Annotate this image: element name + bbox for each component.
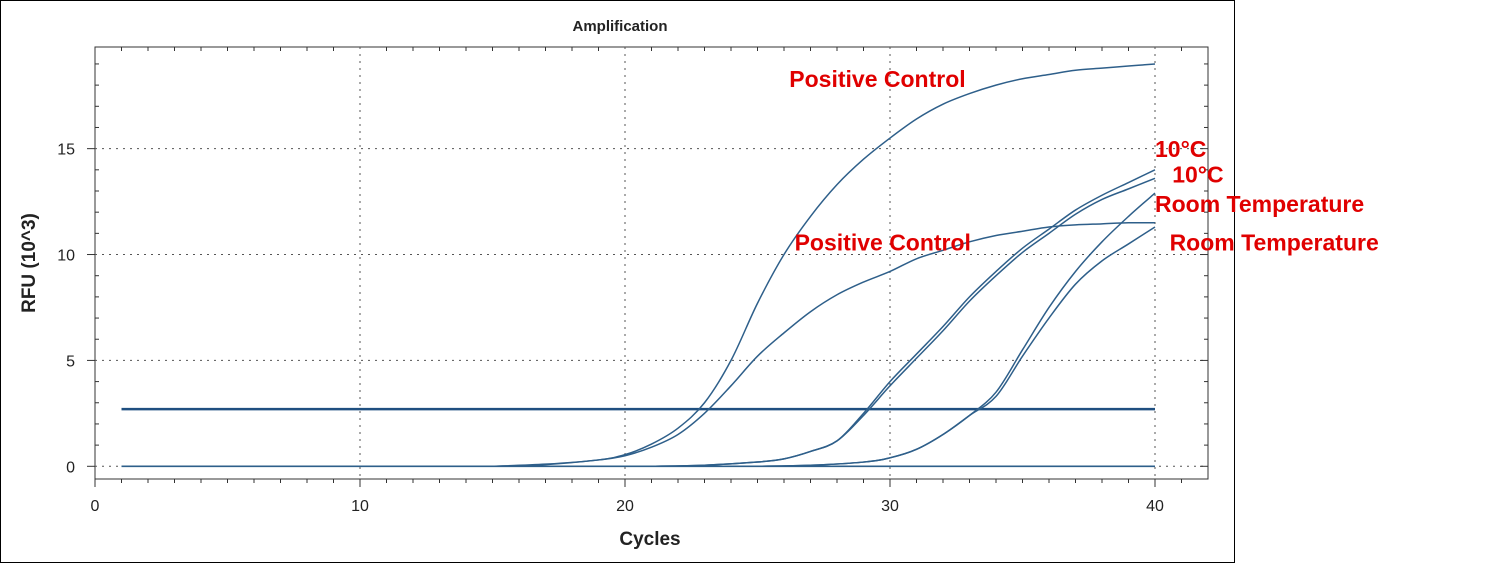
curve-annotation-6: Room Temperature	[1170, 229, 1379, 255]
y-tick-label: 0	[66, 459, 75, 476]
plot-border	[94, 46, 1209, 480]
x-tick-label: 0	[91, 498, 100, 515]
curve-annotation-4: 10°C	[1172, 162, 1223, 188]
y-tick-label: 15	[57, 142, 75, 159]
y-tick-label: 5	[66, 353, 75, 370]
y-tick-label: 10	[57, 248, 75, 265]
x-tick-label: 10	[351, 498, 369, 515]
x-tick-label: 30	[881, 498, 899, 515]
chart-frame: Amplification Cycles RFU (10^3) 0 10 20 30 4…	[0, 0, 1379, 563]
amplification-curve-4	[651, 177, 1156, 468]
plot-area: 0 10 20 30 40 0 5 10 15 Positive Control Positive …	[57, 46, 1379, 515]
curve-annotation-1: Positive Control	[789, 66, 965, 92]
x-axis-label: Cycles	[619, 529, 680, 550]
y-axis-label: RFU (10^3)	[19, 213, 40, 313]
amplification-curve-6	[757, 226, 1156, 468]
x-tick-label: 40	[1146, 498, 1164, 515]
amplification-curve-2	[492, 221, 1156, 468]
x-tick-label: 20	[616, 498, 634, 515]
amplification-curve-1	[492, 63, 1156, 468]
curve-annotation-5: Room Temperature	[1155, 191, 1364, 217]
chart-title: Amplification	[572, 18, 667, 35]
amplification-curve-3	[651, 169, 1156, 468]
curve-annotation-2: Positive Control	[795, 229, 971, 255]
curve-annotation-3: 10°C	[1155, 136, 1206, 162]
